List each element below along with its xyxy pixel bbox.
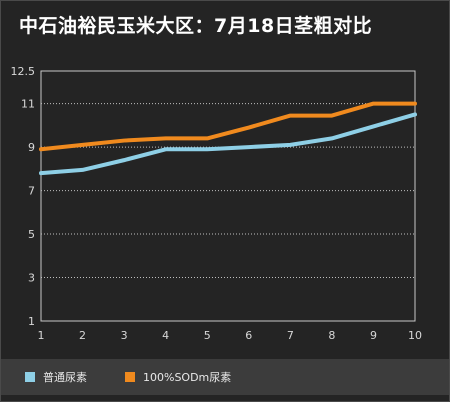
y-tick-label: 9	[28, 141, 35, 154]
legend-label-series-2: 100%SODm尿素	[143, 371, 232, 384]
plot-border	[40, 70, 416, 322]
legend-swatch-series-2	[125, 372, 135, 382]
x-tick-label: 8	[328, 329, 335, 342]
x-tick-label: 1	[38, 329, 45, 342]
legend-item-series-1: 普通尿素	[25, 370, 87, 384]
line-chart: 1 3 5 7 9 11 12.5 1 2 3 4 5 6 7 8 9 10	[11, 65, 423, 342]
chart-title: 中石油裕民玉米大区：7月18日茎粗对比	[19, 15, 373, 37]
legend: 普通尿素 100%SODm尿素	[1, 359, 449, 395]
x-tick-label: 4	[162, 329, 169, 342]
x-tick-label: 7	[287, 329, 294, 342]
y-tick-label: 5	[28, 228, 35, 241]
x-tick-label: 3	[121, 329, 128, 342]
series-line-1	[39, 112, 417, 176]
x-tick-label: 10	[408, 329, 422, 342]
x-tick-label: 5	[204, 329, 211, 342]
x-tick-label: 9	[370, 329, 377, 342]
y-tick-label: 1	[28, 315, 35, 328]
y-tick-label: 11	[21, 98, 35, 111]
legend-swatch-series-1	[25, 372, 35, 382]
y-tick-label: 12.5	[11, 65, 36, 78]
x-tick-label: 6	[245, 329, 252, 342]
x-tick-label: 2	[79, 329, 86, 342]
legend-label-series-1: 普通尿素	[43, 371, 87, 384]
legend-item-series-2: 100%SODm尿素	[125, 370, 231, 384]
y-tick-label: 3	[28, 272, 35, 285]
series-line-2	[39, 101, 417, 152]
y-tick-label: 7	[28, 185, 35, 198]
